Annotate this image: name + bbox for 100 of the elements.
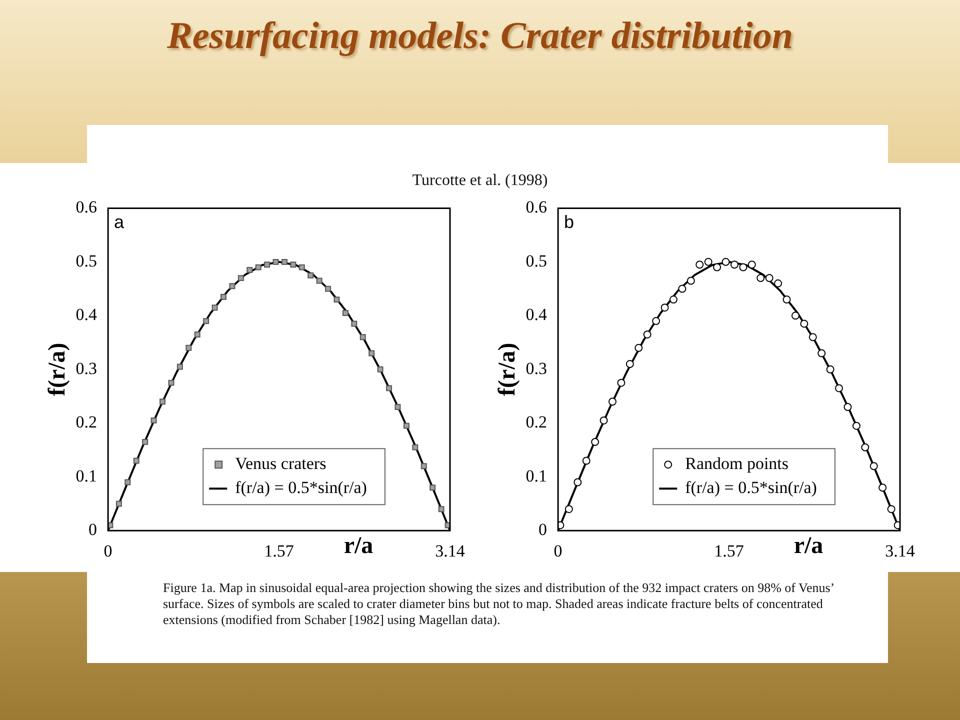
point — [212, 304, 218, 311]
x-tick-label: 3.14 — [435, 541, 466, 560]
x-axis-title: r/a — [344, 532, 374, 559]
point — [582, 456, 590, 465]
point — [133, 458, 140, 464]
point — [634, 344, 643, 352]
x-tick-label: 0 — [554, 541, 562, 560]
point — [394, 404, 401, 410]
point — [246, 267, 253, 273]
y-tick-label: 0 — [88, 520, 98, 540]
point — [800, 320, 808, 328]
point — [791, 312, 800, 320]
point — [591, 438, 600, 446]
point — [739, 263, 748, 272]
y-tick-label: 0.1 — [526, 466, 548, 486]
point — [420, 463, 427, 470]
point — [643, 330, 652, 338]
point — [730, 260, 738, 269]
point — [678, 284, 686, 293]
text: Turcotte et al. (1998) — [411, 172, 549, 190]
caption: Figure 1a. Map in sinusoidal equal-area projection showing the sizes and distribution of the 932 impact craters on 98% of Venus’ surface. Sizes of symbols are scaled to crater diameter bins but not to map. Shaded areas indicate fracture belts of concentrated extensions (modified from Schaber [1982] using Magellan data). — [163, 580, 835, 628]
legend-label: f(r/a) = 0.5*sin(r/a) — [235, 478, 367, 498]
point — [756, 274, 765, 282]
point — [290, 262, 296, 268]
point — [438, 506, 444, 512]
point — [617, 378, 626, 387]
y-tick-label: 0.5 — [76, 251, 98, 270]
point — [412, 444, 418, 450]
point — [150, 417, 157, 424]
point — [861, 443, 870, 452]
point — [887, 505, 896, 514]
point — [281, 258, 288, 265]
legend-label: Venus craters — [235, 454, 326, 474]
y-tick-label: 0.6 — [526, 198, 548, 217]
point — [652, 317, 660, 326]
point — [255, 264, 262, 270]
point — [835, 384, 844, 392]
point — [870, 462, 878, 470]
x-axis-title: r/a — [794, 532, 824, 559]
point — [316, 278, 322, 284]
chart-title: Resurfacing models: Crater distribution — [166, 14, 794, 58]
y-tick-label: 0.3 — [526, 358, 548, 378]
annotation: a — [114, 212, 126, 232]
annotation: b — [564, 212, 574, 232]
point — [852, 422, 860, 430]
point — [386, 385, 392, 392]
point — [229, 283, 236, 290]
point — [844, 403, 852, 412]
point — [608, 398, 616, 406]
y-tick-label: 0.6 — [76, 198, 98, 217]
point — [626, 360, 634, 368]
point — [116, 500, 122, 507]
y-axis-title: f(r/a) — [44, 342, 71, 396]
point — [660, 304, 669, 312]
point — [360, 334, 366, 340]
legend-label: f(r/a) = 0.5*sin(r/a) — [685, 478, 817, 498]
x-tick-label: 3.14 — [885, 541, 916, 560]
point — [826, 365, 834, 374]
point — [176, 364, 183, 370]
y-tick-label: 0.1 — [76, 466, 98, 486]
point — [272, 258, 279, 265]
y-tick-label: 0.4 — [76, 305, 98, 324]
point — [722, 258, 730, 266]
x-tick-label: 0 — [104, 541, 112, 560]
point — [713, 263, 722, 272]
y-axis-title: f(r/a) — [494, 342, 521, 396]
point — [377, 366, 384, 372]
point — [574, 478, 582, 486]
point — [142, 438, 148, 445]
y-tick-label: 0.4 — [526, 305, 548, 324]
point — [308, 272, 314, 278]
x-tick-label: 1.57 — [714, 541, 744, 560]
point — [774, 279, 782, 288]
y-tick-label: 0.2 — [76, 412, 98, 432]
point — [430, 484, 436, 491]
point — [818, 349, 826, 358]
point — [669, 296, 678, 304]
point — [298, 264, 305, 270]
point — [325, 286, 332, 292]
y-tick-label: 0.5 — [526, 251, 548, 270]
y-tick-label: 0.3 — [76, 358, 98, 378]
x-tick-label: 1.57 — [264, 541, 294, 560]
y-tick-label: 0 — [538, 520, 548, 540]
point — [168, 380, 174, 386]
point — [564, 505, 573, 514]
point — [194, 332, 200, 338]
point — [696, 260, 704, 269]
y-tick-label: 0.2 — [526, 412, 548, 432]
point — [124, 479, 131, 486]
point — [686, 276, 695, 285]
point — [351, 320, 358, 327]
point — [203, 318, 210, 324]
point — [600, 416, 608, 424]
point — [782, 296, 791, 304]
legend-label: Random points — [685, 454, 789, 474]
point — [403, 422, 410, 429]
point — [334, 296, 340, 303]
point — [342, 310, 348, 316]
point — [878, 484, 887, 492]
point — [748, 260, 756, 269]
